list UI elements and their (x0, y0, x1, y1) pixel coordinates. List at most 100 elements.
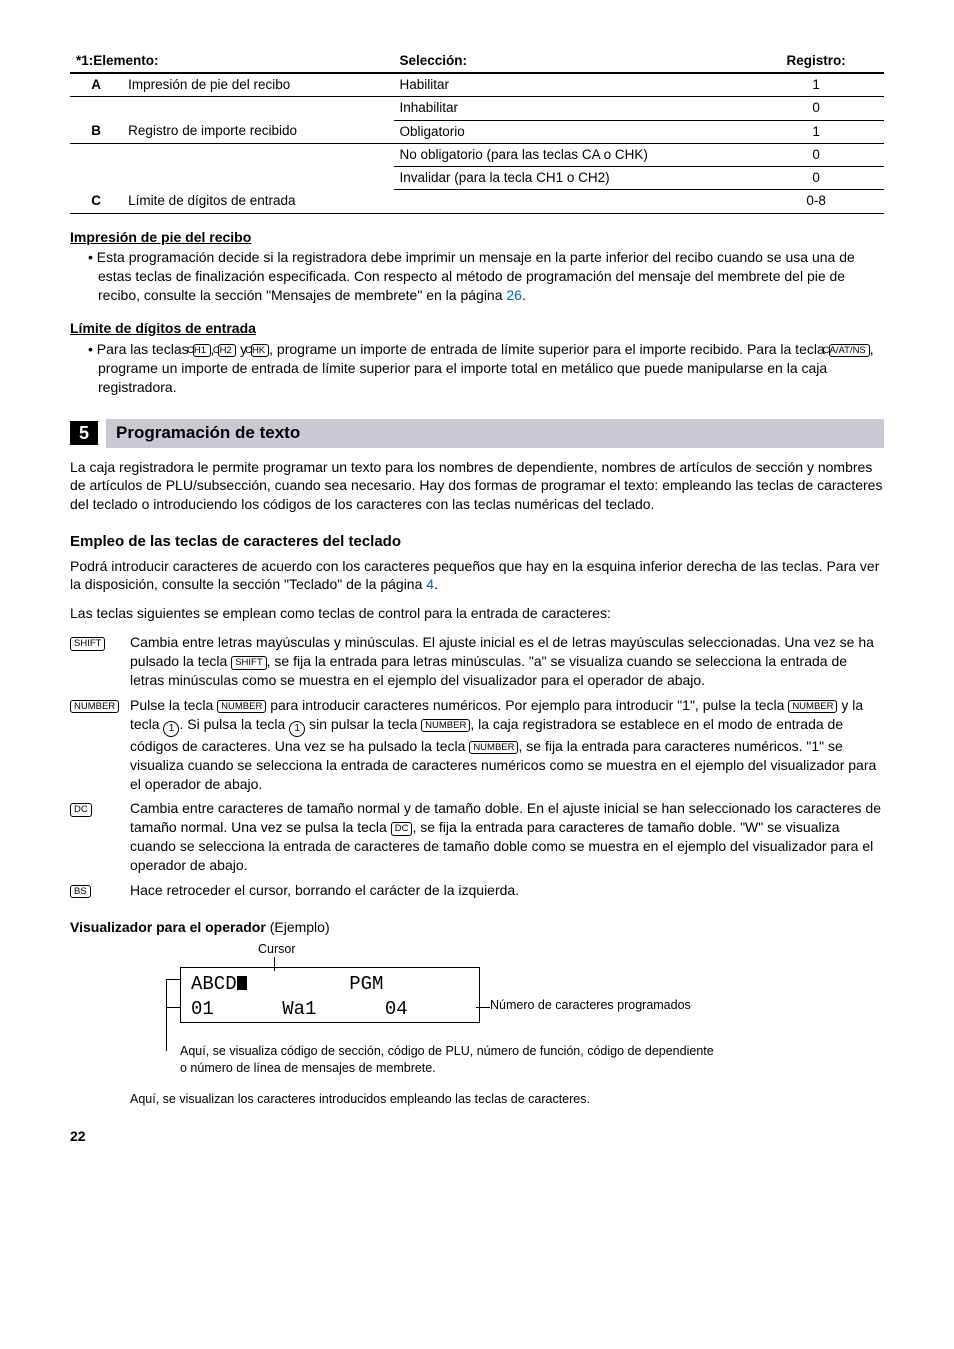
left-vert (166, 979, 167, 1051)
visualizador-head: Visualizador para el operador (Ejemplo) (70, 918, 884, 937)
limite-pre: • Para las teclas (88, 341, 193, 357)
p1-text: Podrá introducir caracteres de acuerdo c… (70, 558, 879, 593)
cell-registry: 0 (748, 97, 884, 120)
num-t1: Pulse la tecla (130, 697, 217, 713)
key-ch1: CH1 (193, 344, 211, 358)
table-row: No obligatorio (para las teclas CA o CHK… (70, 143, 884, 166)
key-shift: SHIFT (70, 637, 105, 651)
left-tick1 (166, 979, 180, 980)
limite-post1: , programe un importe de entrada de lími… (269, 341, 829, 357)
table-row: CLímite de dígitos de entrada 0-8 (70, 190, 884, 213)
key-1b: 1 (289, 721, 305, 737)
num-t4: . Si pulsa la tecla (179, 716, 289, 732)
key-chk: CHK (251, 344, 269, 358)
far-below-note: Aquí, se visualizan los caracteres intro… (130, 1091, 884, 1108)
cell-registry: 1 (748, 73, 884, 97)
p1: Podrá introducir caracteres de acuerdo c… (70, 557, 884, 595)
cell-selection: Inhabilitar (394, 97, 749, 120)
th-seleccion: Selección: (394, 50, 749, 73)
vis-head-note: (Ejemplo) (266, 919, 330, 935)
line2: 01 Wa1 04 (191, 998, 408, 1020)
num-t5: sin pulsar la tecla (305, 716, 421, 732)
key-number-i3: NUMBER (421, 719, 470, 733)
cursor-label: Cursor (258, 941, 296, 958)
key-number-i4: NUMBER (469, 741, 518, 755)
cell-selection: No obligatorio (para las teclas CA o CHK… (394, 143, 749, 166)
table-row: BRegistro de importe recibidoObligatorio… (70, 120, 884, 143)
below-note: Aquí, se visualiza código de sección, có… (180, 1043, 720, 1077)
cell-letter (70, 97, 122, 120)
limite-title: Límite de dígitos de entrada (70, 319, 884, 338)
display-wrap: Cursor ABCD PGM 01 Wa1 04 Número de cara… (180, 967, 884, 1023)
impresion-bullet: • Esta programación decide si la registr… (88, 248, 884, 305)
cell-letter: A (70, 73, 122, 97)
key-dc: DC (70, 803, 92, 817)
key-number: NUMBER (70, 700, 119, 714)
th-registro: Registro: (748, 50, 884, 73)
table-row: AImpresión de pie del reciboHabilitar1 (70, 73, 884, 97)
th-elemento: *1:Elemento: (70, 50, 394, 73)
left-tick2 (166, 1007, 180, 1008)
cell-item: Límite de dígitos de entrada (122, 190, 393, 213)
subhead-teclas: Empleo de las teclas de caracteres del t… (70, 532, 884, 552)
cell-item: Impresión de pie del recibo (122, 73, 393, 97)
key-number-i2: NUMBER (788, 700, 837, 714)
key-dc-inline: DC (391, 822, 413, 836)
limite-bullet: • Para las teclas CH1, CH2 y CHK, progra… (88, 340, 884, 397)
desc-dc: Cambia entre caracteres de tamaño normal… (130, 799, 884, 875)
row-shift: SHIFT Cambia entre letras mayúsculas y m… (70, 633, 884, 690)
page-link-4[interactable]: 4 (426, 576, 434, 592)
vis-head-text: Visualizador para el operador (70, 919, 266, 935)
cell-selection (394, 190, 749, 213)
cell-selection: Invalidar (para la tecla CH1 o CH2) (394, 167, 749, 190)
cell-item (122, 167, 393, 190)
section-5-number: 5 (70, 421, 98, 445)
key-list: SHIFT Cambia entre letras mayúsculas y m… (70, 633, 884, 900)
cell-letter (70, 143, 122, 166)
p2: Las teclas siguientes se emplean como te… (70, 604, 884, 623)
cell-registry: 0 (748, 167, 884, 190)
page-link-26[interactable]: 26 (506, 287, 522, 303)
desc-shift: Cambia entre letras mayúsculas y minúscu… (130, 633, 884, 690)
impresion-text: • Esta programación decide si la registr… (88, 249, 855, 303)
intro-para: La caja registradora le permite programa… (70, 458, 884, 515)
desc-bs: Hace retroceder el cursor, borrando el c… (130, 881, 884, 900)
cell-letter: C (70, 190, 122, 213)
line1a: ABCD (191, 973, 237, 995)
right-tick (476, 1007, 490, 1008)
display-box: ABCD PGM 01 Wa1 04 (180, 967, 480, 1023)
right-annotation: Número de caracteres programados (490, 997, 691, 1014)
cursor-block (237, 976, 247, 990)
desc-number: Pulse la tecla NUMBER para introducir ca… (130, 696, 884, 794)
cell-selection: Obligatorio (394, 120, 749, 143)
section-5-title: Programación de texto (106, 419, 884, 448)
cell-selection: Habilitar (394, 73, 749, 97)
num-t2: para introducir caracteres numéricos. Po… (266, 697, 788, 713)
impresion-title: Impresión de pie del recibo (70, 228, 884, 247)
cell-registry: 0-8 (748, 190, 884, 213)
cell-registry: 0 (748, 143, 884, 166)
line1b: PGM (247, 973, 384, 995)
key-ch2: CH2 (218, 344, 236, 358)
cell-item (122, 97, 393, 120)
element-table: *1:Elemento: Selección: Registro: AImpre… (70, 50, 884, 214)
cell-item: Registro de importe recibido (122, 120, 393, 143)
key-1a: 1 (163, 721, 179, 737)
cell-letter (70, 167, 122, 190)
row-bs: BS Hace retroceder el cursor, borrando e… (70, 881, 884, 900)
key-shift-inline: SHIFT (231, 656, 266, 670)
cell-letter: B (70, 120, 122, 143)
impresion-end: . (522, 287, 526, 303)
key-bs: BS (70, 885, 91, 899)
section-5-header: 5 Programación de texto (70, 419, 884, 448)
cell-item (122, 143, 393, 166)
p1-end: . (434, 576, 438, 592)
cell-registry: 1 (748, 120, 884, 143)
row-dc: DC Cambia entre caracteres de tamaño nor… (70, 799, 884, 875)
table-row: Invalidar (para la tecla CH1 o CH2)0 (70, 167, 884, 190)
key-number-i1: NUMBER (217, 700, 266, 714)
key-caatns: CA/AT/NS (829, 344, 870, 358)
table-row: Inhabilitar0 (70, 97, 884, 120)
page-number: 22 (70, 1127, 884, 1146)
row-number: NUMBER Pulse la tecla NUMBER para introd… (70, 696, 884, 794)
